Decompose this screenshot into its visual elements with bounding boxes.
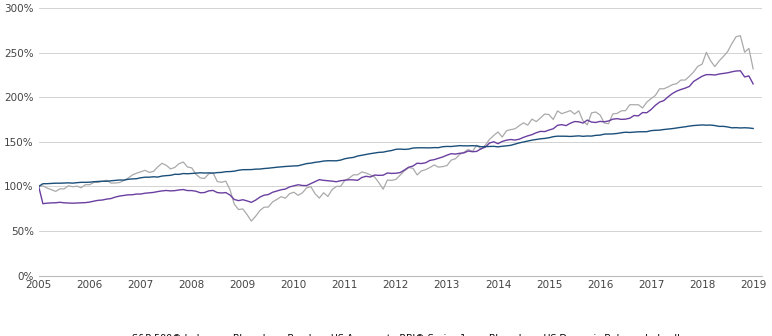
Line: Bloomberg US Dynamic Balance Index II: Bloomberg US Dynamic Balance Index II xyxy=(39,71,753,204)
Bloomberg US Dynamic Balance Index II xyxy=(749,82,758,86)
Bloomberg Barclays US Aggregate RBI® Series 1 xyxy=(34,184,43,188)
Bloomberg Barclays US Aggregate RBI® Series 1 xyxy=(749,126,758,130)
Bloomberg Barclays US Aggregate RBI® Series 1 xyxy=(642,130,652,134)
Bloomberg US Dynamic Balance Index II xyxy=(39,202,48,206)
Bloomberg Barclays US Aggregate RBI® Series 1 xyxy=(604,132,613,136)
Bloomberg Barclays US Aggregate RBI® Series 1 xyxy=(315,160,324,164)
S&P 500® Index xyxy=(34,184,43,188)
Bloomberg US Dynamic Balance Index II xyxy=(736,69,745,73)
Line: Bloomberg Barclays US Aggregate RBI® Series 1: Bloomberg Barclays US Aggregate RBI® Ser… xyxy=(39,125,753,186)
Bloomberg US Dynamic Balance Index II xyxy=(646,108,655,112)
Bloomberg Barclays US Aggregate RBI® Series 1 xyxy=(697,123,706,127)
Bloomberg Barclays US Aggregate RBI® Series 1 xyxy=(225,170,235,174)
Bloomberg US Dynamic Balance Index II xyxy=(34,184,43,188)
S&P 500® Index xyxy=(719,54,728,58)
Line: S&P 500® Index: S&P 500® Index xyxy=(39,36,753,221)
S&P 500® Index xyxy=(749,67,758,71)
S&P 500® Index xyxy=(225,188,235,192)
Bloomberg Barclays US Aggregate RBI® Series 1 xyxy=(719,124,728,128)
Bloomberg US Dynamic Balance Index II xyxy=(319,178,328,182)
Bloomberg Barclays US Aggregate RBI® Series 1 xyxy=(591,133,601,137)
S&P 500® Index xyxy=(247,219,256,223)
S&P 500® Index xyxy=(319,191,328,195)
Bloomberg US Dynamic Balance Index II xyxy=(595,119,604,123)
Bloomberg US Dynamic Balance Index II xyxy=(229,198,239,202)
S&P 500® Index xyxy=(646,97,655,101)
Bloomberg US Dynamic Balance Index II xyxy=(719,72,728,76)
S&P 500® Index xyxy=(736,34,745,38)
Legend: S&P 500® Index, Bloomberg Barclays US Aggregate RBI® Series 1, Bloomberg US Dyna: S&P 500® Index, Bloomberg Barclays US Ag… xyxy=(120,334,680,336)
S&P 500® Index xyxy=(595,113,604,117)
S&P 500® Index xyxy=(608,112,618,116)
Bloomberg US Dynamic Balance Index II xyxy=(608,117,618,121)
